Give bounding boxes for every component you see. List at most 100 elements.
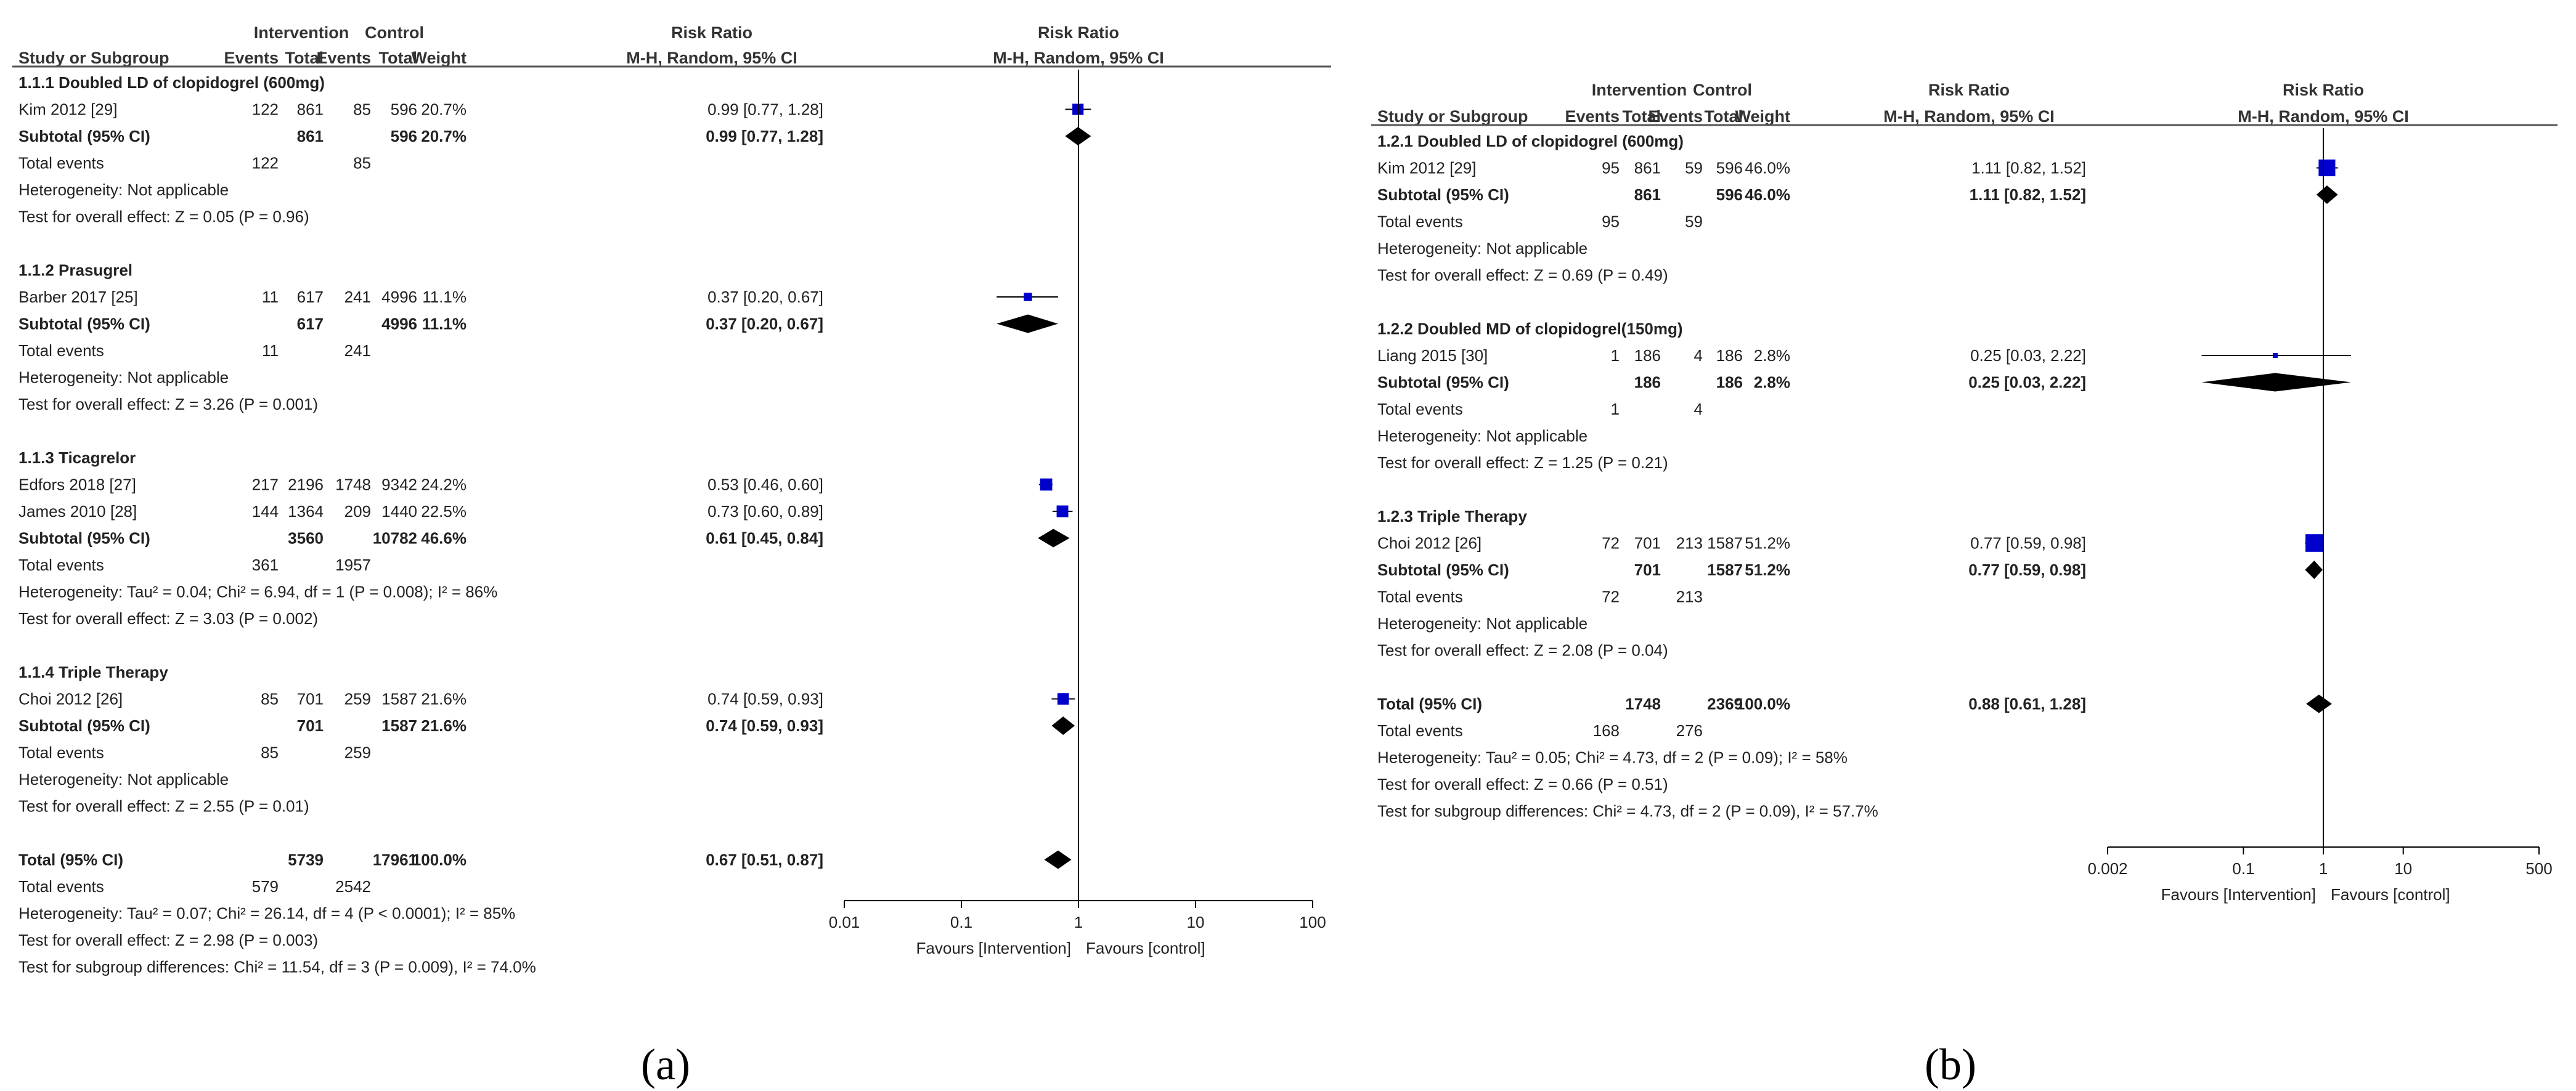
header-study: Study or Subgroup — [1377, 107, 1528, 126]
group-label: 1.1.4 Triple Therapy — [18, 663, 168, 681]
total-label: Total (95% CI) — [18, 851, 123, 869]
x-label-favours-intervention: Favours [Intervention] — [2161, 885, 2316, 904]
note-label: Heterogeneity: Tau² = 0.07; Chi² = 26.14… — [18, 904, 515, 923]
header-total-intervention: Total — [1623, 107, 1661, 126]
cell-n2: 4996 — [381, 288, 417, 306]
cell-n2: 9342 — [381, 476, 417, 494]
header-method: M-H, Random, 95% CI — [1883, 107, 2055, 126]
cell-ci: 0.99 [0.77, 1.28] — [707, 100, 823, 119]
header-intervention: Intervention — [1592, 81, 1687, 99]
cell-ci: 0.25 [0.03, 2.22] — [1970, 346, 2086, 365]
events-label: Total events — [18, 744, 104, 762]
cell-w: 21.6% — [421, 716, 467, 735]
cell-ci: 0.37 [0.20, 0.67] — [707, 288, 823, 306]
cell-e2: 85 — [353, 154, 371, 172]
cell-e1: 72 — [1602, 588, 1620, 606]
cell-n1: 617 — [297, 315, 324, 333]
study-label: Choi 2012 [26] — [1377, 534, 1482, 553]
effect-marker — [2318, 159, 2336, 177]
cell-e2: 213 — [1676, 534, 1703, 553]
events-label: Total events — [1377, 213, 1463, 231]
group-label: 1.1.1 Doubled LD of clopidogrel (600mg) — [18, 73, 325, 92]
pooled-diamond — [2201, 373, 2351, 392]
cell-e1: 361 — [252, 556, 279, 574]
x-tick-label: 1 — [1074, 913, 1083, 931]
forest-plot-panel-b: Intervention Control Risk Ratio Risk Ratio S… — [1371, 81, 2558, 904]
cell-w: 11.1% — [422, 288, 467, 306]
cell-n1: 701 — [297, 690, 324, 708]
cell-n1: 186 — [1634, 346, 1661, 365]
cell-e2: 1748 — [335, 476, 371, 494]
effect-marker — [2272, 353, 2278, 358]
cell-e2: 241 — [344, 288, 371, 306]
cell-e2: 85 — [353, 100, 371, 119]
events-label: Total events — [1377, 588, 1463, 606]
cell-n1: 861 — [1634, 185, 1661, 204]
effect-marker — [2305, 534, 2323, 552]
cell-n2: 1587 — [1707, 561, 1743, 579]
cell-n2: 1587 — [1707, 534, 1743, 553]
header-risk-ratio-plot: Risk Ratio — [1038, 23, 1119, 42]
pooled-diamond — [1038, 529, 1070, 548]
group-label: 1.1.2 Prasugrel — [18, 261, 132, 280]
cell-w: 24.2% — [421, 476, 467, 494]
header-intervention: Intervention — [254, 23, 349, 42]
cell-e1: 217 — [252, 476, 279, 494]
cell-e1: 1 — [1611, 346, 1620, 365]
cell-e1: 1 — [1611, 400, 1620, 418]
x-tick-label: 1 — [2319, 859, 2328, 878]
subtotal-label: Subtotal (95% CI) — [1377, 185, 1509, 204]
study-label: Edfors 2018 [27] — [18, 476, 136, 494]
cell-n1: 617 — [297, 288, 324, 306]
x-tick-label: 100 — [1299, 913, 1326, 931]
cell-e2: 209 — [344, 502, 371, 521]
effect-marker — [1056, 505, 1069, 517]
cell-ci: 0.73 [0.60, 0.89] — [707, 502, 823, 521]
cell-w: 100.0% — [412, 851, 467, 869]
cell-w: 100.0% — [1736, 695, 1790, 713]
header-risk-ratio: Risk Ratio — [671, 23, 752, 42]
subtotal-label: Subtotal (95% CI) — [18, 529, 150, 548]
cell-n1: 861 — [297, 100, 324, 119]
cell-e1: 85 — [261, 744, 279, 762]
pooled-diamond — [2306, 694, 2332, 713]
cell-ci: 0.77 [0.59, 0.98] — [1970, 534, 2086, 553]
header-total-control: Total — [1705, 107, 1743, 126]
header-method: M-H, Random, 95% CI — [626, 49, 797, 67]
cell-e2: 1957 — [335, 556, 371, 574]
cell-e2: 59 — [1685, 213, 1703, 231]
cell-e2: 259 — [344, 690, 371, 708]
cell-n1: 861 — [1634, 159, 1661, 177]
note-label: Test for overall effect: Z = 2.98 (P = 0… — [18, 931, 318, 949]
note-label: Heterogeneity: Not applicable — [1377, 427, 1588, 445]
note-label: Test for subgroup differences: Chi² = 4.… — [1377, 802, 1878, 821]
cell-n2: 10782 — [373, 529, 417, 548]
cell-e2: 2542 — [335, 877, 371, 896]
cell-n1: 5739 — [288, 851, 324, 869]
cell-n1: 186 — [1634, 373, 1661, 392]
group-label: 1.2.1 Doubled LD of clopidogrel (600mg) — [1377, 132, 1684, 150]
cell-n2: 1440 — [381, 502, 417, 521]
header-risk-ratio-plot: Risk Ratio — [2283, 81, 2364, 99]
study-label: Kim 2012 [29] — [18, 100, 117, 119]
cell-n1: 701 — [1634, 534, 1661, 553]
cell-e1: 95 — [1602, 159, 1620, 177]
x-tick-label: 0.1 — [950, 913, 972, 931]
cell-ci: 0.88 [0.61, 1.28] — [1968, 695, 2086, 713]
header-events-intervention: Events — [224, 49, 279, 67]
study-label: James 2010 [28] — [18, 502, 137, 521]
cell-ci: 0.25 [0.03, 2.22] — [1968, 373, 2086, 392]
x-label-favours-intervention: Favours [Intervention] — [916, 939, 1071, 957]
cell-e1: 144 — [252, 502, 279, 521]
cell-w: 2.8% — [1754, 346, 1790, 365]
study-label: Barber 2017 [25] — [18, 288, 138, 306]
header-weight: Weight — [412, 49, 467, 67]
cell-ci: 0.77 [0.59, 0.98] — [1968, 561, 2086, 579]
header-weight: Weight — [1735, 107, 1791, 126]
cell-n2: 596 — [1716, 185, 1743, 204]
forest-plot-panel-a: Intervention Control Risk Ratio Risk Ratio S… — [12, 23, 1331, 976]
note-label: Test for overall effect: Z = 0.05 (P = 0… — [18, 208, 309, 226]
cell-w: 20.7% — [421, 127, 467, 145]
note-label: Heterogeneity: Tau² = 0.04; Chi² = 6.94,… — [18, 583, 497, 601]
note-label: Heterogeneity: Tau² = 0.05; Chi² = 4.73,… — [1377, 748, 1848, 767]
